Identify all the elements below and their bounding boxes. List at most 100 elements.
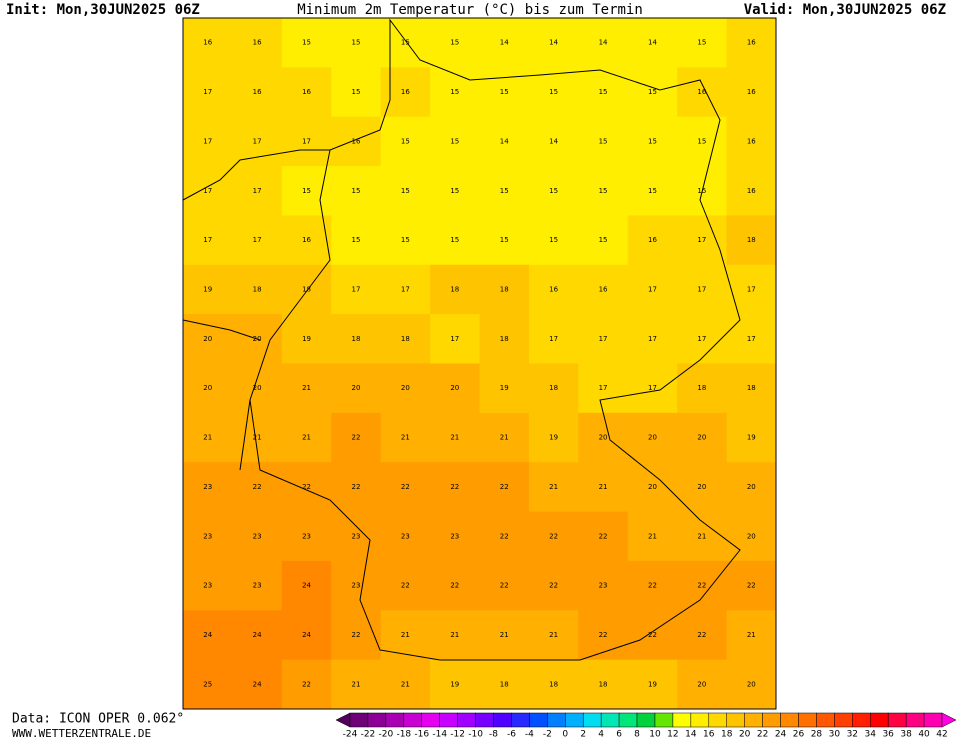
temp-value: 16 xyxy=(203,39,212,47)
colorbar-label: 4 xyxy=(598,730,604,740)
temp-value: 16 xyxy=(648,236,657,244)
temp-value: 17 xyxy=(697,285,706,293)
temp-value: 20 xyxy=(697,434,706,442)
temp-cell xyxy=(281,560,332,611)
temp-cell xyxy=(380,18,431,68)
temp-cell xyxy=(726,166,777,216)
temp-cell xyxy=(528,314,579,364)
temp-value: 20 xyxy=(697,483,706,491)
temp-cell xyxy=(331,659,382,710)
temp-value: 14 xyxy=(549,137,558,145)
temp-value: 24 xyxy=(253,680,262,688)
temp-cell xyxy=(232,264,283,315)
temp-value: 18 xyxy=(500,680,509,688)
temp-cell xyxy=(479,18,530,68)
temp-cell xyxy=(183,215,233,266)
temp-cell xyxy=(331,511,382,562)
temp-cell xyxy=(627,314,678,364)
temp-cell xyxy=(528,560,579,611)
temp-value: 14 xyxy=(648,39,657,47)
colorbar-box xyxy=(762,712,781,728)
temp-cell xyxy=(183,412,233,463)
temp-cell xyxy=(528,215,579,266)
temp-cell xyxy=(281,67,332,118)
temp-value: 15 xyxy=(697,39,706,47)
colorbar-box xyxy=(887,712,907,728)
temp-cell xyxy=(331,116,382,167)
temp-value: 22 xyxy=(500,582,509,590)
temp-value: 16 xyxy=(599,285,608,293)
colorbar-box xyxy=(403,712,423,728)
temp-cell xyxy=(183,659,233,710)
temp-value: 17 xyxy=(401,285,410,293)
temp-cell xyxy=(627,560,678,611)
temp-value: 23 xyxy=(203,582,212,590)
temp-value: 23 xyxy=(253,582,262,590)
temp-cell xyxy=(627,18,678,68)
temp-value: 15 xyxy=(549,187,558,195)
colorbar-label: -14 xyxy=(432,730,447,740)
temp-cell xyxy=(232,215,283,266)
temp-value: 20 xyxy=(203,384,212,392)
temp-value: 17 xyxy=(253,187,262,195)
temp-cell xyxy=(627,264,678,315)
country-border xyxy=(249,18,741,661)
colorbar-box xyxy=(798,712,817,728)
temp-cell xyxy=(479,363,530,414)
temp-value: 23 xyxy=(203,532,212,540)
temp-value: 22 xyxy=(450,483,459,491)
temp-value: 22 xyxy=(599,631,608,639)
temp-cell xyxy=(183,18,233,68)
temp-value: 17 xyxy=(648,335,657,343)
temp-value: 22 xyxy=(648,582,657,590)
temp-value: 14 xyxy=(549,39,558,47)
temp-cell xyxy=(578,264,629,315)
temp-cell xyxy=(627,511,678,562)
temp-cell xyxy=(380,166,431,216)
temp-cell xyxy=(627,166,678,216)
colorbar-label: -4 xyxy=(525,730,534,740)
temp-cell xyxy=(331,264,382,315)
temp-value: 21 xyxy=(253,434,262,442)
temp-cell xyxy=(331,18,382,68)
temp-cell xyxy=(726,314,777,364)
temp-value: 14 xyxy=(599,39,608,47)
temp-cell xyxy=(232,116,283,167)
temp-cell xyxy=(677,659,728,710)
temp-cell xyxy=(281,264,332,315)
colorbar-box xyxy=(600,712,620,728)
colorbar-box xyxy=(457,712,476,728)
temp-value: 20 xyxy=(648,483,657,491)
temp-value: 17 xyxy=(549,335,558,343)
temp-cell xyxy=(281,363,332,414)
temp-value: 15 xyxy=(500,187,509,195)
colorbar-box xyxy=(905,712,925,728)
colorbar-label: 14 xyxy=(685,730,697,740)
temp-value: 18 xyxy=(302,285,311,293)
colorbar-label: 2 xyxy=(580,730,586,740)
temp-cell xyxy=(726,610,777,661)
colorbar-label: -6 xyxy=(507,730,516,740)
temp-value: 22 xyxy=(747,582,756,590)
temp-value: 15 xyxy=(450,137,459,145)
temp-value: 16 xyxy=(302,236,311,244)
temp-cell xyxy=(627,363,678,414)
colorbar-box xyxy=(852,712,871,728)
temp-cell xyxy=(331,166,382,216)
temp-cell xyxy=(380,67,431,118)
temp-cell xyxy=(430,166,480,216)
temp-cell xyxy=(578,462,629,513)
temp-cell xyxy=(232,18,283,68)
temp-value: 17 xyxy=(302,137,311,145)
temp-cell xyxy=(677,560,728,611)
temp-value: 20 xyxy=(203,335,212,343)
temp-cell xyxy=(578,116,629,167)
colorbar-box xyxy=(654,712,674,728)
temp-value: 16 xyxy=(549,285,558,293)
temp-value: 16 xyxy=(747,88,756,96)
temp-value: 22 xyxy=(351,483,360,491)
temp-value: 20 xyxy=(253,384,262,392)
temp-value: 18 xyxy=(500,285,509,293)
colorbar-box xyxy=(367,712,387,728)
